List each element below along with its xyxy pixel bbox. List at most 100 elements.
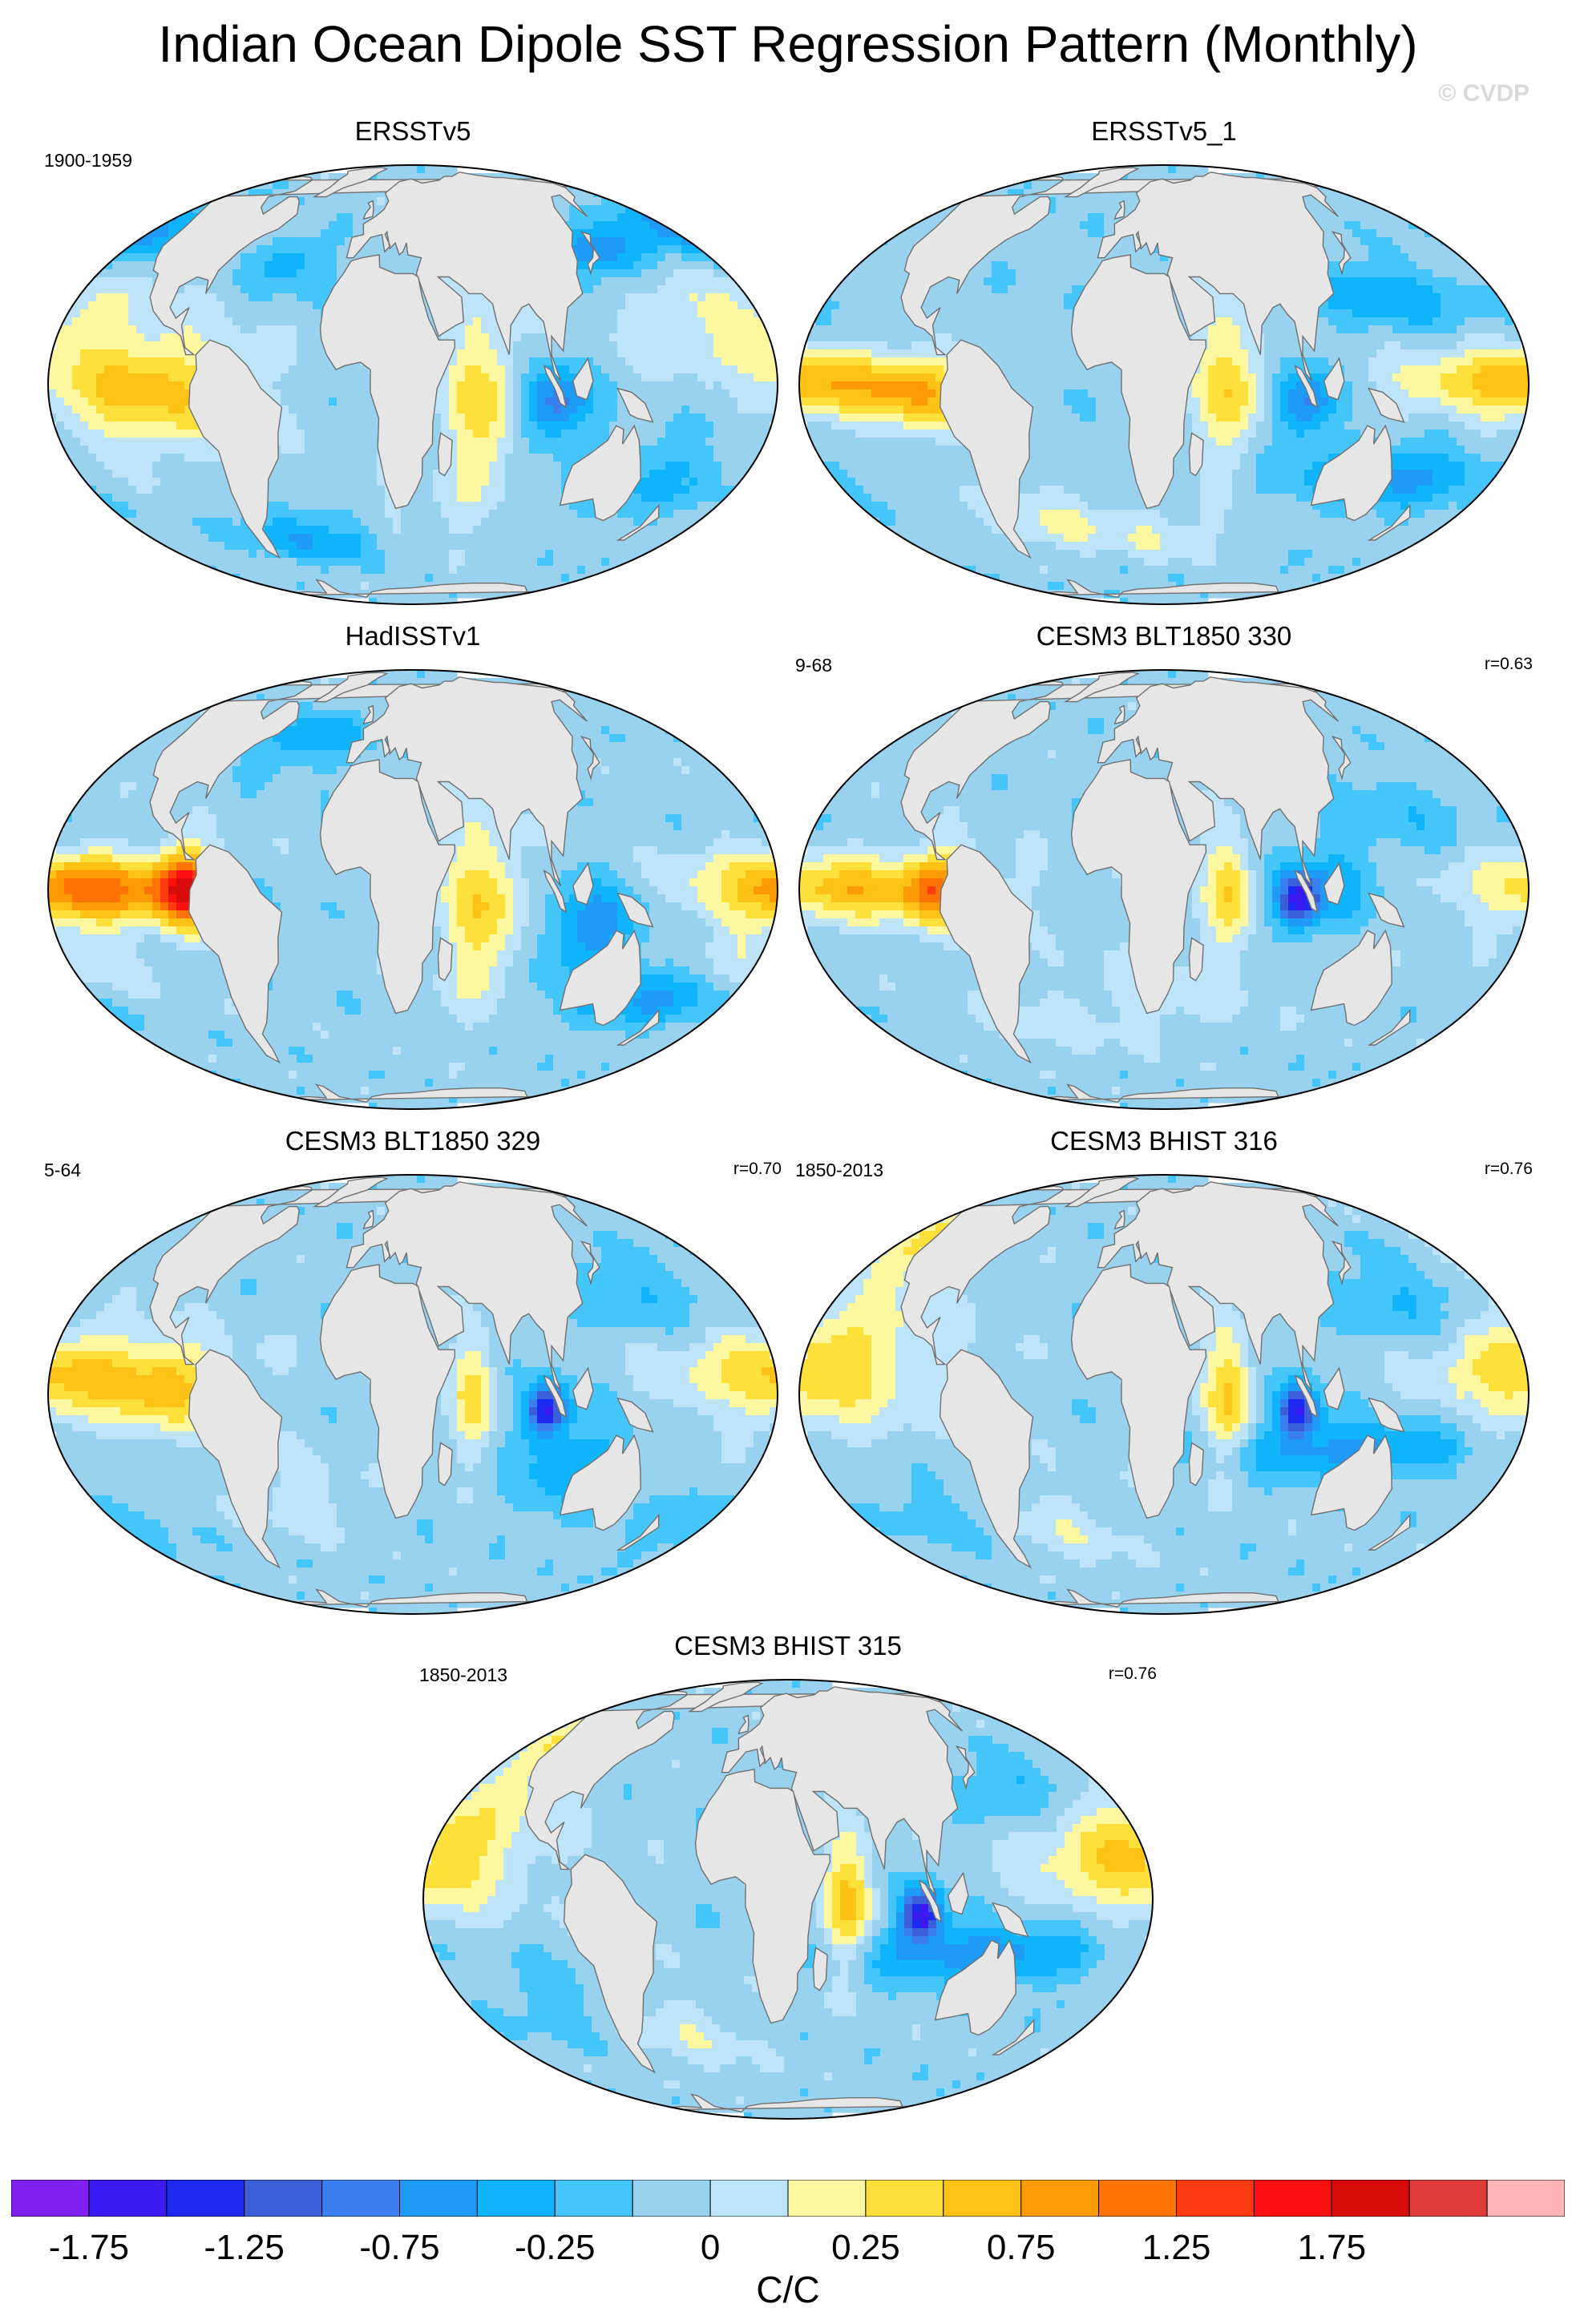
continent-sumatra <box>543 365 568 409</box>
continent-britain <box>1113 1209 1125 1230</box>
continent-africa <box>319 759 456 1015</box>
continent-new-guinea <box>1367 892 1405 928</box>
legend-swatch <box>244 2180 323 2217</box>
panel-title: ERSSTv5_1 <box>795 116 1533 147</box>
panel-period-label: 1850-2013 <box>795 1160 883 1181</box>
land-mask <box>900 167 1411 604</box>
map-panel: CESM3 BLT1850 329 5-64 r=0.70 <box>44 1126 782 1623</box>
continent-africa <box>1070 254 1207 510</box>
legend-swatch <box>787 2180 867 2217</box>
continent-new-guinea <box>1367 387 1405 423</box>
legend-tick: 0.25 <box>831 2228 900 2268</box>
continent-south-america <box>939 339 1034 559</box>
continent-borneo <box>572 357 594 401</box>
legend-swatch <box>476 2180 556 2217</box>
continent-sumatra <box>1294 1374 1319 1418</box>
continent-borneo <box>947 1871 969 1915</box>
continent-greenland <box>687 1681 764 1713</box>
continent-new-guinea <box>991 1902 1029 1938</box>
legend-swatch <box>1098 2180 1177 2217</box>
panel-correlation-label: r=0.76 <box>1485 1160 1533 1179</box>
land-mask <box>149 167 660 604</box>
continent-britain <box>1113 200 1125 220</box>
land-mask <box>900 672 1411 1109</box>
legend-swatch <box>1253 2180 1332 2217</box>
legend-tick-labels: -1.75 -1.25 -0.75 -0.25 0 0.25 0.75 1.25 1.75 <box>0 2228 1576 2276</box>
legend-swatch <box>1176 2180 1255 2217</box>
continent-south-america <box>188 844 283 1064</box>
map-outline <box>798 1174 1530 1615</box>
continent-japan <box>580 230 600 276</box>
panel-period-label: 1900-1959 <box>44 150 132 171</box>
continent-north-america <box>149 1185 574 1366</box>
panel-title: CESM3 BLT1850 329 <box>44 1126 782 1156</box>
land-mask <box>149 1176 660 1614</box>
sst-regression-map <box>47 669 778 1110</box>
continent-eurasia <box>1097 171 1340 381</box>
continent-antarctica <box>1032 1588 1287 1614</box>
legend-colorbar <box>11 2180 1565 2217</box>
continent-new-zealand <box>991 2018 1035 2056</box>
sst-field <box>48 670 778 1109</box>
continent-north-america <box>900 680 1325 861</box>
panel-title: ERSSTv5 <box>44 116 782 147</box>
legend-swatch <box>11 2180 90 2217</box>
map-panel: HadISSTv1 <box>44 621 782 1118</box>
continent-australia <box>559 929 641 1027</box>
map-panel: CESM3 BHIST 315 1850-2013 r=0.76 <box>419 1631 1157 2128</box>
continent-greenland <box>312 167 389 198</box>
legend-swatch <box>1331 2180 1410 2217</box>
continent-eurasia <box>721 1686 964 1896</box>
continent-south-america <box>188 1349 283 1569</box>
continent-borneo <box>1323 861 1345 906</box>
continent-new-guinea <box>616 892 654 928</box>
sst-regression-map <box>422 1679 1154 2120</box>
continent-japan <box>580 1240 600 1286</box>
continent-south-america <box>939 1349 1034 1569</box>
continent-madagascar <box>437 432 453 477</box>
continent-eurasia <box>1097 676 1340 886</box>
continent-africa <box>1070 759 1207 1015</box>
panel-title: HadISSTv1 <box>44 621 782 652</box>
panel-correlation-label: r=0.76 <box>1109 1664 1157 1684</box>
continent-new-zealand <box>1367 1008 1411 1046</box>
legend-tick: 0 <box>701 2228 720 2268</box>
continent-britain <box>362 704 374 725</box>
continent-africa <box>694 1769 831 2024</box>
sst-regression-map <box>798 1174 1530 1615</box>
continent-antarctica <box>657 2093 911 2119</box>
legend-swatch <box>943 2180 1022 2217</box>
map-outline <box>798 669 1530 1110</box>
continent-eurasia <box>346 171 588 381</box>
continent-north-america <box>149 680 574 861</box>
continent-antarctica <box>281 1083 535 1109</box>
continent-africa <box>1070 1264 1207 1519</box>
legend-swatch <box>1486 2180 1565 2217</box>
continent-borneo <box>1323 357 1345 401</box>
continent-madagascar <box>1188 937 1204 982</box>
continent-sumatra <box>1294 869 1319 914</box>
continent-sumatra <box>543 1374 568 1418</box>
legend-tick: -1.75 <box>49 2228 129 2268</box>
panel-period-label: 5-64 <box>44 1160 81 1181</box>
continent-eurasia <box>346 1181 588 1391</box>
continent-new-zealand <box>1367 503 1411 541</box>
continent-borneo <box>572 1366 594 1410</box>
map-panel: ERSSTv5_1 <box>795 116 1533 613</box>
panel-period-label: 1850-2013 <box>419 1664 507 1686</box>
continent-south-america <box>939 844 1034 1064</box>
legend-swatch <box>709 2180 789 2217</box>
panel-title: CESM3 BHIST 315 <box>419 1631 1157 1661</box>
legend-tick: 1.75 <box>1297 2228 1366 2268</box>
continent-africa <box>319 1264 456 1519</box>
continent-madagascar <box>1188 432 1204 477</box>
legend-unit: C/C <box>0 2268 1576 2311</box>
continent-new-guinea <box>616 1397 654 1433</box>
continent-greenland <box>312 1176 389 1208</box>
continent-japan <box>580 735 600 781</box>
legend-swatch <box>321 2180 401 2217</box>
legend-swatch <box>88 2180 168 2217</box>
continent-borneo <box>1323 1366 1345 1410</box>
land-mask <box>149 672 660 1109</box>
continent-eurasia <box>346 676 588 886</box>
